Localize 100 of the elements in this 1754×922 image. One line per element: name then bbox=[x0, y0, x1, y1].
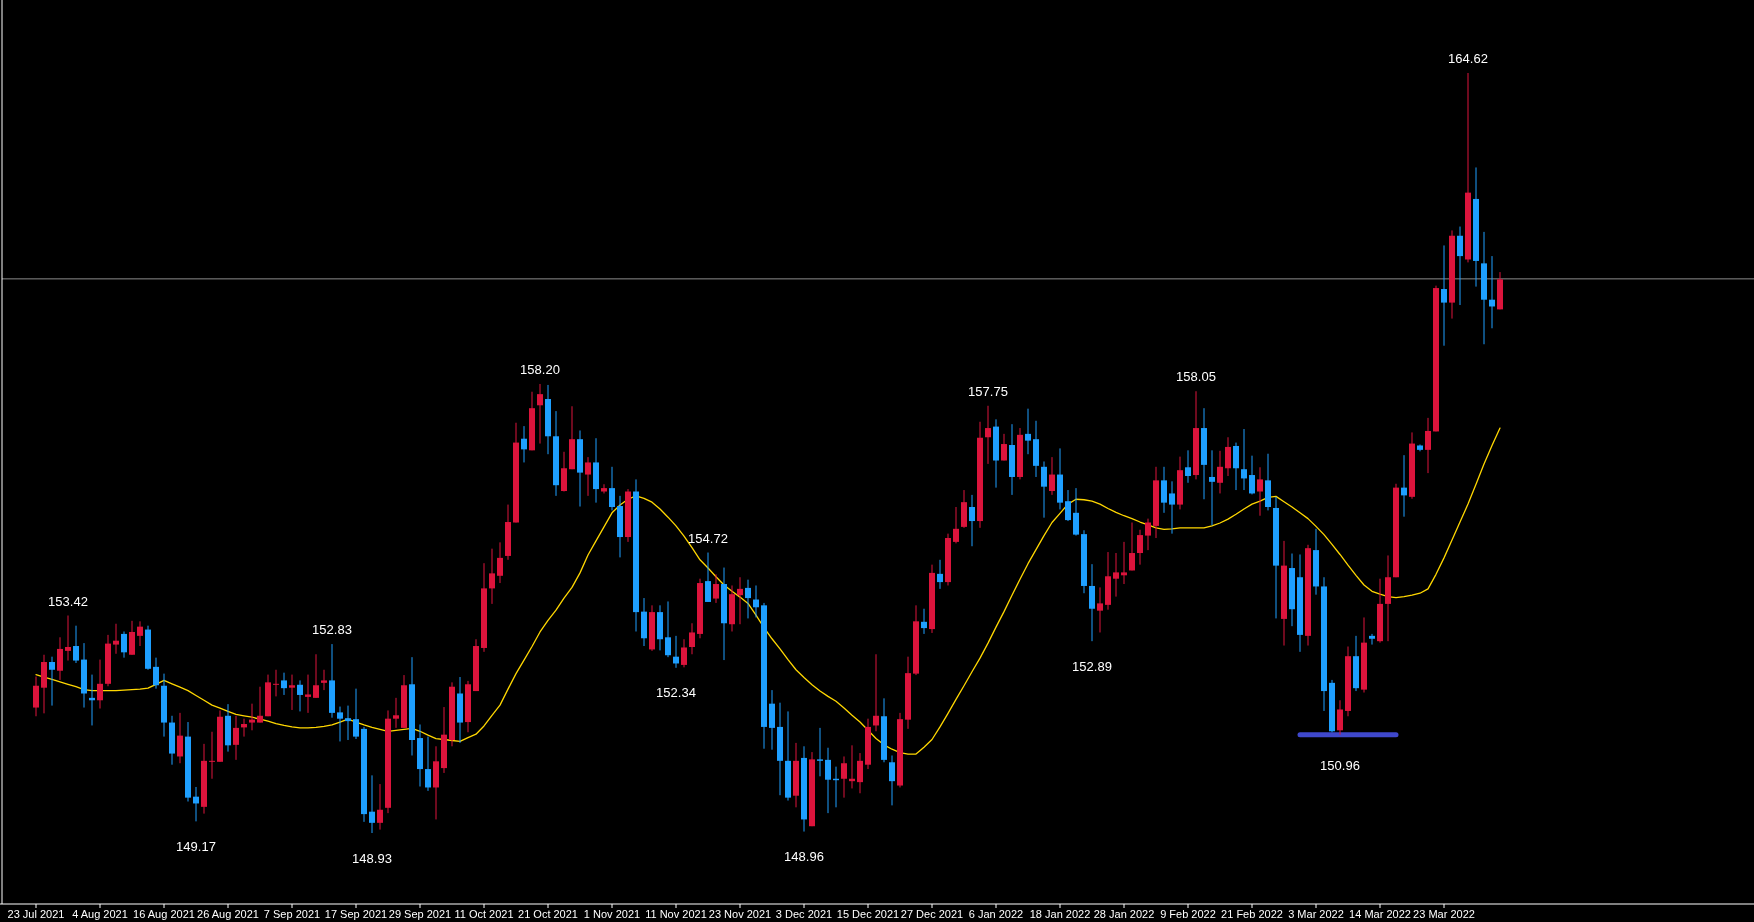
candlestick bbox=[873, 653, 879, 732]
x-tick-label: 1 Nov 2021 bbox=[583, 908, 641, 920]
annotation: 158.05 bbox=[1176, 369, 1216, 385]
annotation: 149.17 bbox=[176, 838, 216, 854]
candlestick bbox=[713, 573, 719, 604]
candlestick bbox=[57, 636, 63, 681]
candlestick bbox=[921, 608, 927, 635]
candlestick bbox=[609, 466, 615, 511]
candlestick bbox=[1041, 460, 1047, 519]
annotation: 154.72 bbox=[688, 530, 728, 546]
x-tick-label: 21 Oct 2021 bbox=[518, 908, 578, 920]
candlestick bbox=[1073, 487, 1079, 537]
x-tick-label: 29 Sep 2021 bbox=[388, 908, 452, 920]
candlestick bbox=[177, 712, 183, 764]
candlestick bbox=[665, 600, 671, 658]
candlestick bbox=[681, 638, 687, 668]
candlestick bbox=[825, 747, 831, 814]
x-tick-label: 21 Feb 2022 bbox=[1221, 908, 1283, 920]
x-tick-label: 11 Nov 2021 bbox=[645, 908, 707, 920]
annotation: 150.96 bbox=[1320, 758, 1360, 774]
candlestick bbox=[601, 483, 607, 494]
candlestick bbox=[1369, 633, 1375, 646]
candlestick bbox=[1457, 226, 1463, 306]
candlestick bbox=[49, 656, 55, 707]
annotation: 152.34 bbox=[656, 685, 696, 701]
candlestick bbox=[745, 579, 751, 619]
candlestick bbox=[1089, 563, 1095, 642]
candlestick bbox=[1225, 436, 1231, 477]
candlestick bbox=[369, 774, 375, 834]
annotation: 158.20 bbox=[520, 361, 560, 377]
candlestick bbox=[113, 623, 119, 655]
candlestick bbox=[841, 755, 847, 799]
candlestick bbox=[1137, 529, 1143, 566]
candlestick bbox=[1249, 455, 1255, 495]
candlestick bbox=[337, 706, 343, 742]
x-tick-label: 6 Jan 2022 bbox=[968, 908, 1024, 920]
candlestick bbox=[1425, 417, 1431, 474]
candlestick bbox=[425, 736, 431, 792]
candlestick bbox=[1113, 552, 1119, 598]
candlestick bbox=[393, 697, 399, 729]
x-tick-label: 28 Jan 2022 bbox=[1093, 908, 1155, 920]
candlestick bbox=[1185, 449, 1191, 484]
candlestick bbox=[937, 559, 943, 590]
candlestick bbox=[857, 752, 863, 794]
candlestick bbox=[1161, 466, 1167, 514]
candlestick bbox=[889, 755, 895, 806]
candlestick bbox=[129, 620, 135, 656]
candlestick bbox=[1257, 466, 1263, 517]
candlestick bbox=[1217, 450, 1223, 494]
candlestick bbox=[737, 576, 743, 625]
candlestick bbox=[1169, 480, 1175, 535]
x-tick-label: 3 Mar 2022 bbox=[1288, 908, 1344, 920]
candlestick bbox=[1065, 489, 1071, 522]
candlestick bbox=[521, 425, 527, 463]
candlestick bbox=[233, 715, 239, 761]
candlestick bbox=[489, 548, 495, 605]
candlestick bbox=[817, 727, 823, 777]
candlestick bbox=[1241, 428, 1247, 491]
candlestick bbox=[241, 718, 247, 738]
candlestick bbox=[305, 674, 311, 714]
candlestick bbox=[1441, 244, 1447, 347]
candlestick bbox=[257, 686, 263, 724]
x-tick-label: 16 Aug 2021 bbox=[133, 908, 195, 920]
candlestick bbox=[281, 672, 287, 696]
candlestick bbox=[1233, 442, 1239, 491]
candlestick bbox=[209, 731, 215, 780]
candlestick bbox=[1129, 522, 1135, 571]
candlestick bbox=[297, 679, 303, 712]
x-tick-label: 23 Jul 2021 bbox=[7, 908, 65, 920]
x-tick-label: 18 Jan 2022 bbox=[1029, 908, 1091, 920]
x-tick-label: 4 Aug 2021 bbox=[72, 908, 128, 920]
candlestick bbox=[121, 631, 127, 659]
candlestick bbox=[1145, 518, 1151, 551]
candlestick bbox=[289, 674, 295, 711]
candlestick bbox=[33, 676, 39, 717]
annotation: 152.83 bbox=[312, 622, 352, 638]
candlestick bbox=[561, 451, 567, 493]
candlestick bbox=[1097, 586, 1103, 633]
x-tick-label: 26 Aug 2021 bbox=[197, 908, 259, 920]
x-tick-label: 17 Sep 2021 bbox=[324, 908, 388, 920]
candlestick bbox=[65, 615, 71, 662]
x-tick-label: 23 Nov 2021 bbox=[708, 908, 772, 920]
annotation: 148.93 bbox=[352, 850, 392, 866]
x-tick-label: 9 Feb 2022 bbox=[1160, 908, 1216, 920]
candlestick bbox=[1209, 449, 1215, 526]
candlestick bbox=[153, 657, 159, 690]
annotation: 157.75 bbox=[968, 383, 1008, 399]
x-tick-label: 27 Dec 2021 bbox=[900, 908, 964, 920]
candlestick bbox=[497, 541, 503, 584]
x-tick-label: 15 Dec 2021 bbox=[836, 908, 900, 920]
candlestick bbox=[585, 456, 591, 497]
candlestick bbox=[953, 506, 959, 544]
annotation: 153.42 bbox=[48, 593, 88, 609]
annotation: 164.62 bbox=[1448, 51, 1488, 66]
candlestick bbox=[345, 705, 351, 741]
candlestick bbox=[73, 625, 79, 664]
x-tick-label: 14 Mar 2022 bbox=[1349, 908, 1411, 920]
candlestick bbox=[1025, 408, 1031, 455]
candlestick bbox=[273, 669, 279, 697]
candlestick bbox=[97, 659, 103, 710]
